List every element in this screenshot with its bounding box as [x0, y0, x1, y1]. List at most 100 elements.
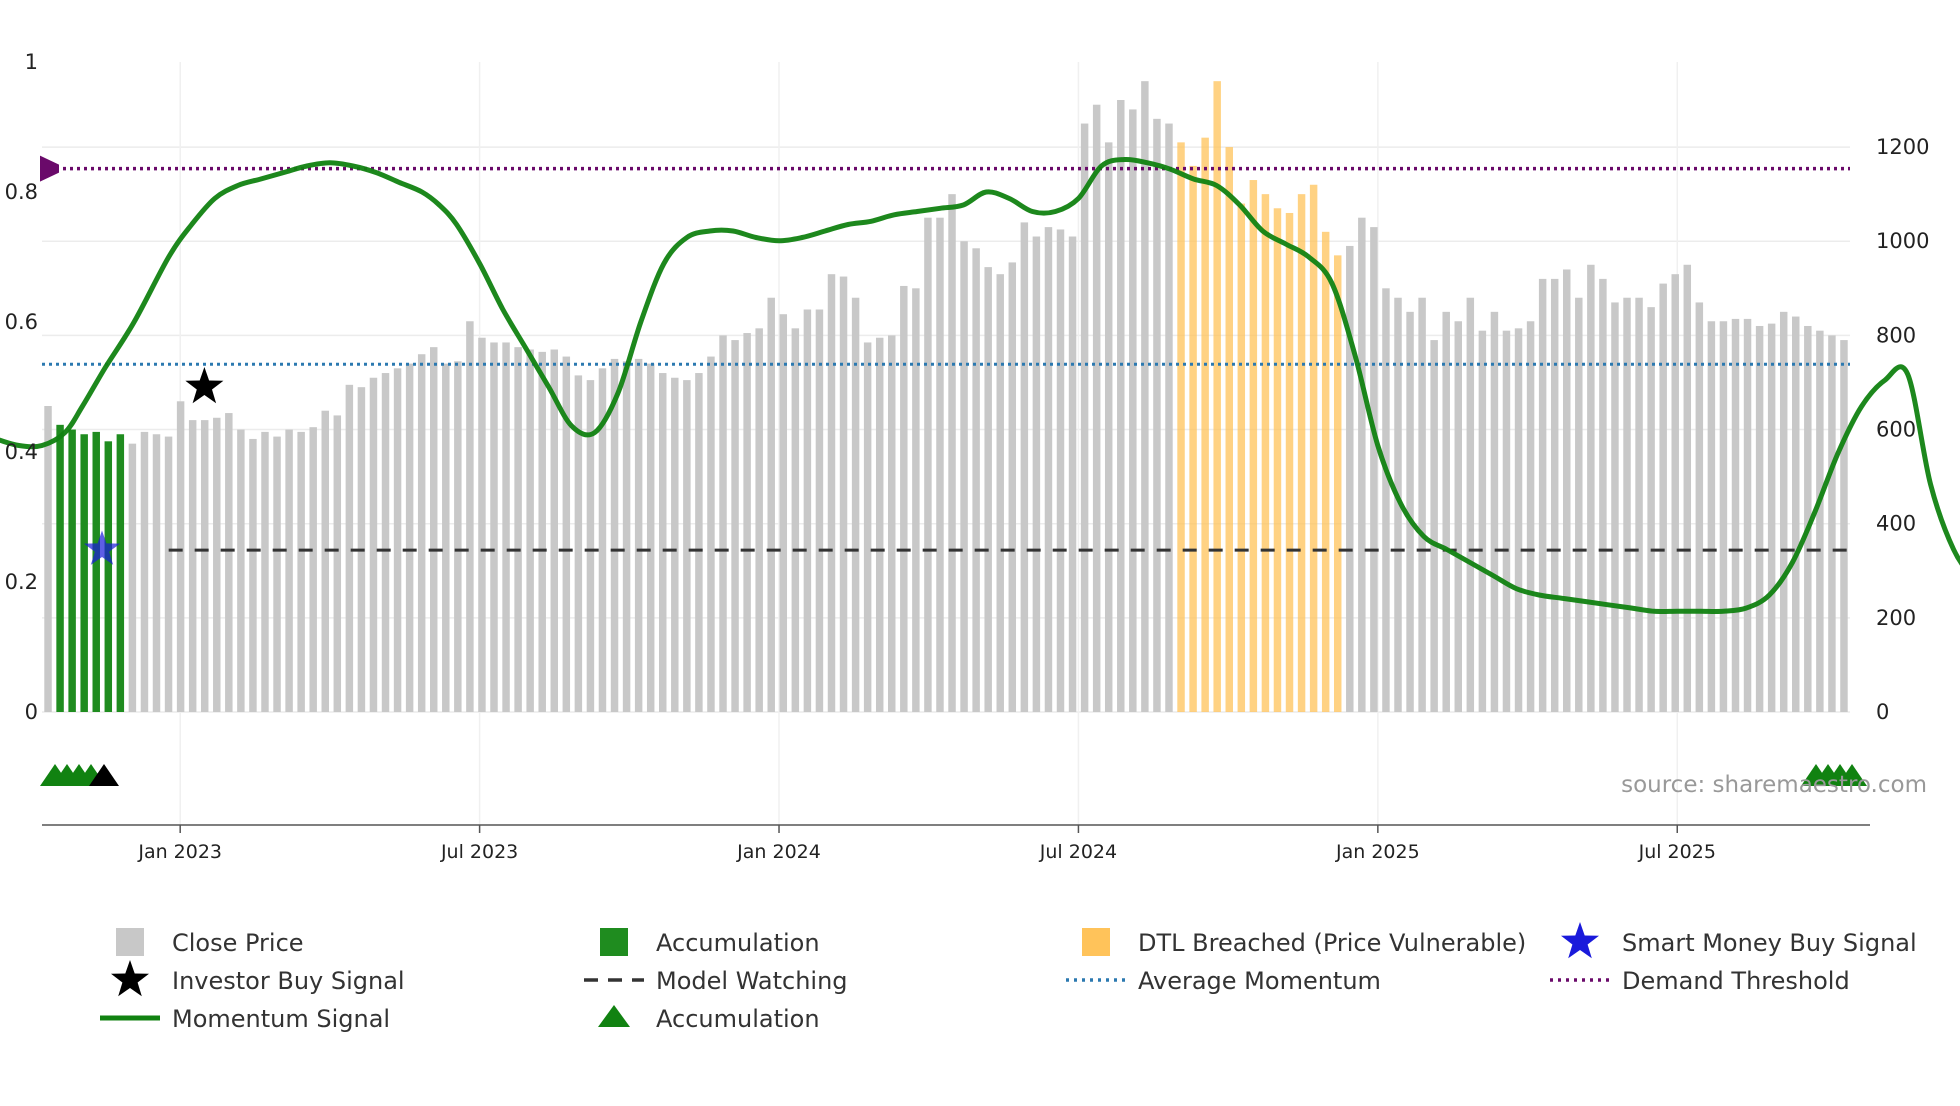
- close-price-bar: [984, 267, 992, 712]
- close-price-bar: [900, 285, 908, 712]
- close-price-bar: [1587, 264, 1595, 712]
- accumulation-bar: [92, 431, 100, 712]
- close-price-bar: [1092, 104, 1101, 712]
- close-price-bar: [839, 276, 848, 712]
- legend-label: Average Momentum: [1138, 967, 1381, 995]
- legend-label: DTL Breached (Price Vulnerable): [1138, 929, 1526, 957]
- right-axis-tick-label: 800: [1876, 323, 1916, 347]
- legend-item: Model Watching: [584, 967, 848, 995]
- close-price-bar: [743, 333, 751, 712]
- close-price-bar: [875, 337, 884, 712]
- signal-lines: [0, 155, 1960, 615]
- close-price-bar: [1514, 328, 1523, 712]
- left-axis-tick-label: 0.4: [5, 440, 38, 464]
- right-axis-tick-label: 1000: [1876, 229, 1929, 253]
- left-axis-tick-label: 0.8: [5, 180, 38, 204]
- close-price-bar: [1599, 278, 1607, 712]
- close-price-bar: [1743, 318, 1752, 712]
- dtl-breached-bar: [1273, 208, 1282, 712]
- dtl-breached-bar: [1309, 184, 1318, 713]
- legend-label: Accumulation: [656, 1005, 820, 1033]
- close-price-bar: [1382, 288, 1390, 712]
- left-axis-tick-label: 1: [25, 50, 38, 74]
- close-price-bar: [1767, 323, 1776, 712]
- close-price-bar: [719, 335, 727, 712]
- close-price-bar: [176, 401, 185, 712]
- close-price-bar: [261, 431, 269, 712]
- close-price-bar: [562, 356, 571, 712]
- close-price-bar: [1816, 330, 1824, 712]
- close-price-bar: [1671, 274, 1679, 712]
- close-price-bar: [188, 420, 197, 712]
- legend-label: Momentum Signal: [172, 1005, 390, 1033]
- close-price-bar: [1056, 229, 1065, 712]
- close-price-bar: [767, 297, 775, 712]
- close-price-bar: [490, 342, 498, 712]
- dtl-breached-bar: [1237, 203, 1246, 712]
- legend-item: Momentum Signal: [100, 1005, 390, 1033]
- close-price-bar: [888, 335, 896, 712]
- investor-buy-signal-marker: [185, 367, 224, 404]
- close-price-bar: [683, 380, 691, 712]
- dtl-breached-bar: [1334, 255, 1342, 712]
- right-axis-tick-label: 1200: [1876, 135, 1929, 159]
- close-price-bar: [1044, 227, 1053, 713]
- close-price-bar: [1104, 142, 1113, 712]
- legend-label: Demand Threshold: [1622, 967, 1850, 995]
- close-price-bar: [646, 363, 655, 712]
- close-price-bar: [381, 373, 390, 712]
- x-axis-tick-label: Jan 2025: [1335, 841, 1420, 863]
- x-axis-tick-label: Jan 2023: [137, 841, 222, 863]
- close-price-bar: [333, 415, 342, 712]
- close-price-bar: [345, 384, 354, 712]
- close-price-bar: [815, 309, 824, 712]
- close-price-bar: [1792, 316, 1800, 712]
- close-price-bar: [1575, 297, 1583, 712]
- close-price-bar: [1683, 264, 1692, 712]
- legend-square-icon: [116, 928, 144, 956]
- left-axis-tick-label: 0: [25, 700, 38, 724]
- close-price-bar: [948, 194, 956, 712]
- right-axis-tick-label: 600: [1876, 418, 1916, 442]
- close-price-bar: [622, 361, 631, 712]
- dtl-breached-bar: [1225, 147, 1233, 712]
- close-price-bar: [851, 297, 860, 712]
- close-price-bar: [924, 217, 932, 712]
- close-price-bar: [200, 420, 209, 712]
- close-price-bar: [1430, 340, 1438, 712]
- close-price-bar: [417, 354, 426, 712]
- close-price-bar: [1707, 321, 1716, 712]
- accumulation-bar: [104, 441, 113, 712]
- legend-label: Smart Money Buy Signal: [1622, 929, 1917, 957]
- close-price-bar: [405, 363, 414, 712]
- close-price-bar: [1141, 81, 1149, 713]
- close-price-bar: [695, 373, 703, 712]
- x-axis-tick-label: Jul 2023: [440, 841, 518, 863]
- accumulation-triangle-marker: [1837, 764, 1867, 786]
- close-price-bar: [164, 436, 173, 712]
- close-price-bar: [1466, 297, 1475, 712]
- close-price-bar: [586, 380, 595, 712]
- close-price-bar: [430, 347, 438, 712]
- close-price-bar: [1394, 297, 1402, 712]
- close-price-bar: [936, 217, 944, 712]
- close-price-bar: [1358, 217, 1366, 712]
- right-axis-tick-label: 400: [1876, 512, 1916, 536]
- legend-square-icon: [1082, 928, 1110, 956]
- close-price-bar: [213, 417, 221, 712]
- dtl-breached-bar: [1189, 165, 1197, 712]
- dtl-breached-bar: [1261, 194, 1270, 712]
- close-price-bar: [1755, 325, 1764, 712]
- close-price-bar: [393, 368, 402, 712]
- x-axis-tick-label: Jan 2024: [736, 841, 821, 863]
- accumulation-bar: [56, 424, 64, 712]
- close-price-bar: [707, 356, 715, 712]
- legend-label: Model Watching: [656, 967, 848, 995]
- left-axis-tick-label: 0.6: [5, 310, 38, 334]
- close-price-bar: [297, 431, 305, 712]
- legend-item: Demand Threshold: [1550, 967, 1850, 995]
- close-price-bar: [1804, 325, 1812, 712]
- legend-item: Accumulation: [600, 928, 820, 957]
- accumulation-bar: [80, 434, 88, 712]
- right-axis-tick-label: 200: [1876, 606, 1916, 630]
